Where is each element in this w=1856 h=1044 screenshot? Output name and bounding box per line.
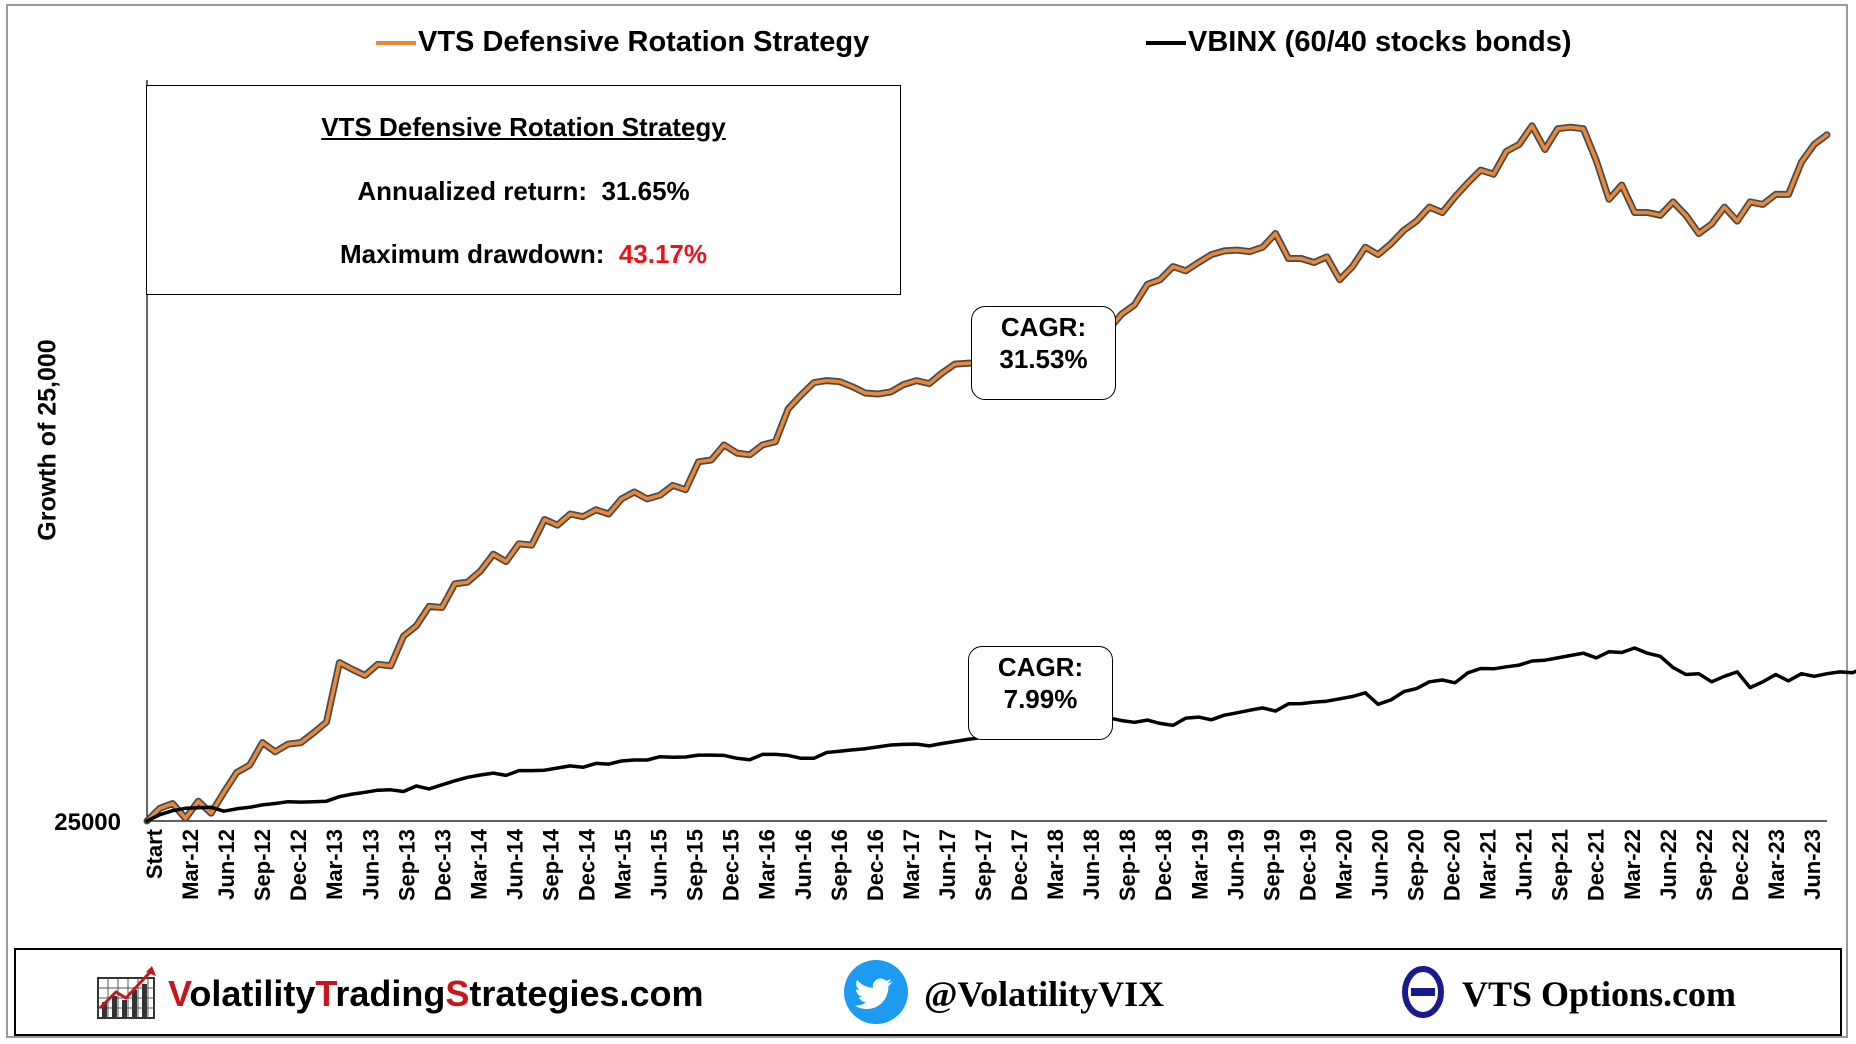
x-tick-label: Mar-16 [755,829,780,900]
bar-chart-logo-icon [97,966,156,1019]
x-tick-label: Jun-13 [358,829,383,900]
x-tick-label: Mar-19 [1187,829,1212,900]
x-tick-label: Jun-20 [1367,829,1392,900]
x-tick-label: Jun-19 [1223,829,1248,900]
stats-title: VTS Defensive Rotation Strategy [321,112,726,142]
y-axis-label: Growth of 25,000 [33,339,62,541]
y-tick-label: 25000 [54,809,121,836]
stats-max-drawdown: Maximum drawdown: 43.17% [147,239,900,270]
x-tick-label: Mar-12 [178,829,203,900]
x-tick-label: Mar-23 [1764,829,1789,900]
stats-drawdown-label: Maximum drawdown: [340,239,605,269]
x-tick-label: Mar-21 [1476,829,1501,900]
x-tick-label: Sep-12 [250,829,275,901]
x-tick-label: Sep-13 [394,829,419,901]
x-tick-label: Dec-14 [575,828,600,901]
x-tick-label: Mar-14 [466,828,491,900]
site-name-v: V [168,973,190,1014]
x-tick-label: Dec-13 [430,829,455,901]
x-tick-label: Dec-19 [1295,829,1320,901]
site-name-t: T [315,973,336,1014]
twitter-bird-icon [844,960,908,1024]
site-name-trategies: trategies.com [469,973,704,1014]
chart-frame [6,4,1848,1038]
site-name-olatility: olatility [189,973,316,1014]
x-tick-label: Sep-14 [538,828,563,901]
x-tick-label: Dec-22 [1728,829,1753,901]
x-tick-label: Dec-16 [863,829,888,901]
x-tick-label: Mar-15 [611,829,636,900]
legend-swatch-benchmark [1146,41,1186,46]
cagr-annotation-strategy: CAGR: 31.53% [971,306,1116,400]
x-tick-label: Dec-20 [1440,829,1465,901]
twitter-handle[interactable]: @VolatilityVIX [924,974,1165,1014]
legend-swatch-strategy [376,41,416,46]
legend-label-strategy: VTS Defensive Rotation Strategy [418,26,870,58]
x-tick-label: Jun-18 [1079,829,1104,900]
x-tick-label: Sep-22 [1692,829,1717,901]
x-tick-label: Jun-17 [935,829,960,900]
theta-logo-icon [1402,966,1444,1018]
x-tick-label: Jun-14 [502,828,527,900]
x-tick-label: Mar-18 [1043,829,1068,900]
site-name-rading: rading [335,973,446,1014]
cagr-strategy-label: CAGR: [1000,312,1087,342]
x-tick-label: Jun-22 [1656,829,1681,900]
vts-options-name[interactable]: VTS Options.com [1462,974,1737,1014]
x-tick-label: Jun-16 [791,829,816,900]
cagr-annotation-benchmark: CAGR: 7.99% [968,646,1113,740]
cagr-benchmark-value: 7.99% [1003,684,1078,714]
x-tick-label: Dec-17 [1007,829,1032,901]
x-tick-label: Mar-22 [1620,829,1645,900]
x-tick-label: Jun-12 [214,829,239,900]
x-tick-label: Sep-19 [1259,829,1284,901]
legend-item-strategy: VTS Defensive Rotation Strategy [376,26,869,59]
x-tick-label: Mar-20 [1331,829,1356,900]
stats-return-label: Annualized return: [357,176,588,206]
x-tick-label: Dec-18 [1151,829,1176,901]
x-tick-label: Sep-17 [971,829,996,901]
x-tick-label: Dec-15 [719,829,744,901]
site-name[interactable]: VolatilityTradingStrategies.com [168,973,704,1015]
x-tick-label: Sep-16 [827,829,852,901]
stats-annualized-return: Annualized return: 31.65% [147,176,900,207]
x-tick-label: Mar-17 [899,829,924,900]
x-tick-label: Jun-15 [647,829,672,900]
cagr-benchmark-label: CAGR: [997,652,1084,682]
cagr-strategy-value: 31.53% [999,344,1088,374]
legend-label-benchmark: VBINX (60/40 stocks bonds) [1188,26,1572,58]
site-name-s: S [445,973,470,1014]
x-tick-label: Start [142,828,167,879]
x-tick-label: Sep-15 [683,829,708,901]
x-tick-label: Dec-12 [286,829,311,901]
stats-return-value: 31.65% [601,176,690,206]
stats-box: VTS Defensive Rotation Strategy Annualiz… [146,85,901,295]
x-tick-label: Dec-21 [1584,829,1609,901]
x-tick-label: Jun-23 [1800,829,1825,900]
stats-drawdown-value: 43.17% [618,239,707,269]
x-tick-label: Jun-21 [1512,829,1537,900]
x-tick-label: Sep-18 [1115,829,1140,901]
x-tick-label: Sep-21 [1548,829,1573,901]
x-tick-label: Mar-13 [322,829,347,900]
x-tick-label: Sep-20 [1404,829,1429,901]
legend-item-benchmark: VBINX (60/40 stocks bonds) [1146,26,1572,59]
footer-banner: VolatilityTradingStrategies.com @Volatil… [14,948,1842,1036]
